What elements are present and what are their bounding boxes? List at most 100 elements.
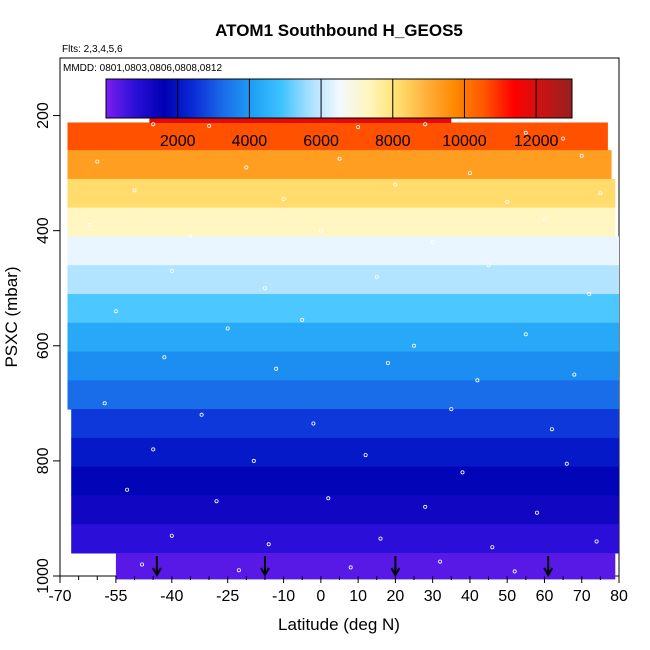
sample-point bbox=[236, 568, 241, 573]
sample-point bbox=[598, 191, 603, 196]
sample-point bbox=[572, 372, 577, 377]
colorbar-tick-label: 2000 bbox=[160, 133, 196, 150]
sample-point bbox=[564, 461, 569, 466]
sample-point bbox=[523, 130, 528, 135]
x-tick-label: -40 bbox=[160, 588, 183, 605]
profile-band bbox=[67, 122, 608, 151]
sample-point bbox=[199, 412, 204, 417]
x-tick-label: 40 bbox=[461, 588, 479, 605]
sample-point bbox=[505, 199, 510, 204]
sample-point bbox=[356, 125, 361, 130]
sampled-points-layer bbox=[87, 122, 603, 574]
x-axis: -70 -55 -40 -25 -10 0 10 20 30 40 50 60 70 80 bbox=[48, 576, 628, 605]
profile-band bbox=[67, 351, 619, 381]
sample-point bbox=[102, 401, 107, 406]
profile-band bbox=[67, 207, 616, 237]
sample-point bbox=[430, 240, 435, 245]
profile-band bbox=[67, 294, 619, 324]
colorbar-tick-label: 12000 bbox=[514, 133, 559, 150]
sample-point bbox=[188, 234, 193, 239]
x-axis-label: Latitude (deg N) bbox=[278, 615, 400, 634]
chart-title: ATOM1 Southbound H_GEOS5 bbox=[215, 21, 463, 40]
sample-point bbox=[169, 533, 174, 538]
sample-point bbox=[561, 136, 566, 141]
sample-point bbox=[587, 291, 592, 296]
sample-point bbox=[87, 222, 92, 227]
x-tick-label: 30 bbox=[424, 588, 442, 605]
x-tick-label: 0 bbox=[316, 588, 325, 605]
sample-point bbox=[162, 355, 167, 360]
y-tick-label: 400 bbox=[35, 217, 52, 244]
profile-band bbox=[67, 265, 619, 295]
sample-point bbox=[363, 453, 368, 458]
profile-band bbox=[67, 150, 612, 180]
x-tick-label: -25 bbox=[216, 588, 239, 605]
colorbar-tick-label: 10000 bbox=[442, 133, 487, 150]
sample-point bbox=[594, 539, 599, 544]
sample-point bbox=[423, 122, 428, 127]
sample-point bbox=[385, 360, 390, 365]
x-tick-label: 50 bbox=[498, 588, 516, 605]
sample-point bbox=[139, 562, 144, 567]
sample-point bbox=[251, 458, 256, 463]
y-axis-label: PSXC (mbar) bbox=[2, 266, 21, 367]
profile-band bbox=[71, 437, 619, 468]
x-tick-label: -10 bbox=[272, 588, 295, 605]
sample-point bbox=[337, 156, 342, 161]
x-tick-label: 60 bbox=[536, 588, 554, 605]
y-tick-label: 200 bbox=[35, 102, 52, 129]
sample-point bbox=[262, 286, 267, 291]
sample-point bbox=[151, 122, 156, 127]
sample-point bbox=[214, 499, 219, 504]
sample-point bbox=[411, 343, 416, 348]
sample-point bbox=[125, 487, 130, 492]
profile-band bbox=[67, 322, 619, 353]
sample-point bbox=[95, 159, 100, 164]
sample-point bbox=[374, 274, 379, 279]
flights-label: Flts: 2,3,4,5,6 bbox=[62, 44, 123, 55]
sample-point bbox=[274, 366, 279, 371]
colorbar-tick-label: 6000 bbox=[303, 133, 339, 150]
sample-point bbox=[378, 536, 383, 541]
sample-point bbox=[449, 407, 454, 412]
flight-marker-arrow bbox=[260, 556, 270, 578]
y-tick-label: 800 bbox=[35, 447, 52, 474]
dates-label: MMDD: 0801,0803,0806,0808,0812 bbox=[63, 63, 222, 74]
x-tick-label: -70 bbox=[48, 588, 71, 605]
y-tick-label: 600 bbox=[35, 332, 52, 359]
colorbar-tick-label: 8000 bbox=[375, 133, 411, 150]
sample-point bbox=[300, 317, 305, 322]
colorbar-gradient bbox=[105, 78, 573, 119]
sample-point bbox=[225, 326, 230, 331]
sample-point bbox=[113, 309, 118, 314]
x-tick-label: 20 bbox=[387, 588, 405, 605]
sample-point bbox=[542, 217, 547, 222]
sample-point bbox=[132, 188, 137, 193]
profile-band bbox=[71, 524, 619, 554]
profile-band bbox=[71, 409, 619, 439]
sample-point bbox=[438, 559, 443, 564]
sample-point bbox=[326, 496, 331, 501]
x-tick-label: 10 bbox=[349, 588, 367, 605]
sample-point bbox=[579, 153, 584, 158]
y-tick-label: 1000 bbox=[35, 558, 52, 594]
sample-point bbox=[311, 421, 316, 426]
colorbar-tick-label: 4000 bbox=[232, 133, 268, 150]
sample-point bbox=[244, 165, 249, 170]
profile-band bbox=[71, 466, 619, 496]
x-tick-label: -55 bbox=[104, 588, 127, 605]
sample-point bbox=[207, 123, 212, 128]
sample-point bbox=[535, 510, 540, 515]
profile-band bbox=[115, 553, 616, 580]
sample-point bbox=[393, 182, 398, 187]
sample-point bbox=[523, 332, 528, 337]
flight-markers-layer bbox=[152, 556, 554, 578]
sample-point bbox=[475, 378, 480, 383]
sample-point bbox=[423, 504, 428, 509]
sample-point bbox=[169, 268, 174, 273]
sample-point bbox=[486, 263, 491, 268]
flight-marker-arrow bbox=[543, 556, 554, 578]
sample-point bbox=[348, 565, 353, 570]
profile-band bbox=[71, 495, 619, 525]
